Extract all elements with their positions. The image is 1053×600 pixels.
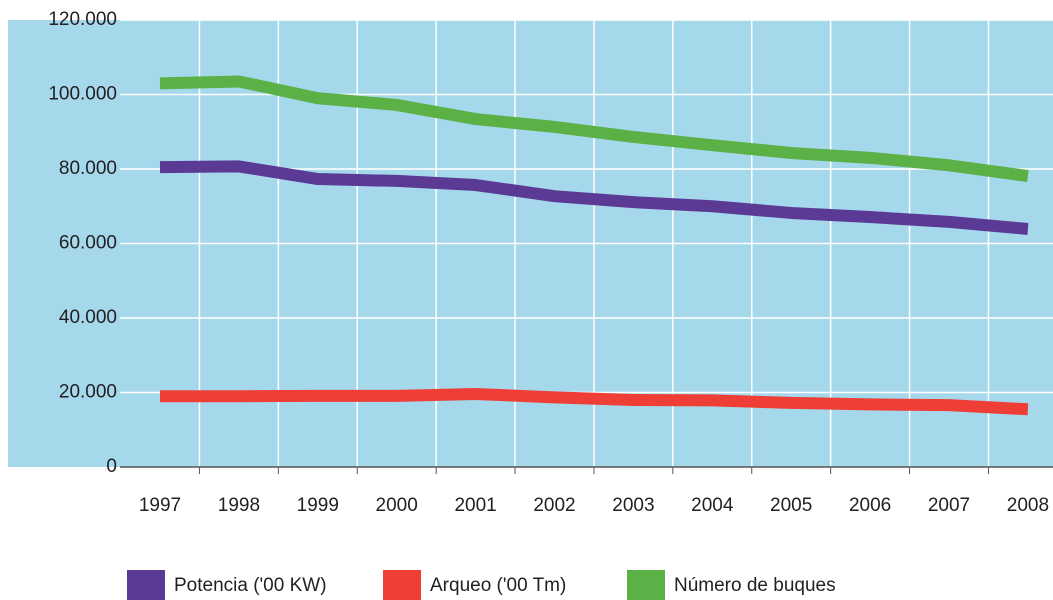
x-tick-label: 1998 <box>218 495 260 516</box>
y-tick-label: 120.000 <box>48 9 117 30</box>
x-tick-label: 2005 <box>770 495 812 516</box>
x-tick-label: 2006 <box>849 495 891 516</box>
x-tick-label: 1997 <box>139 495 181 516</box>
x-tick-label: 1999 <box>297 495 339 516</box>
series-line <box>159 160 1029 235</box>
legend-swatch <box>127 570 165 600</box>
x-tick-label: 2003 <box>612 495 654 516</box>
x-tick-label: 2007 <box>928 495 970 516</box>
x-tick-label: 2002 <box>533 495 575 516</box>
y-tick-label: 20.000 <box>59 382 117 403</box>
y-tick-label: 0 <box>106 456 117 477</box>
x-tick-label: 2001 <box>454 495 496 516</box>
y-tick-label: 100.000 <box>48 84 117 105</box>
series-line <box>159 75 1029 183</box>
y-tick-label: 80.000 <box>59 158 117 179</box>
x-tick-label: 2000 <box>376 495 418 516</box>
series-line <box>160 387 1029 416</box>
x-tick-label: 2008 <box>1007 495 1049 516</box>
y-tick-label: 60.000 <box>59 233 117 254</box>
legend-swatch <box>627 570 665 600</box>
legend-label: Potencia ('00 KW) <box>174 575 327 596</box>
x-tick-label: 2004 <box>691 495 734 516</box>
legend-swatch <box>383 570 421 600</box>
legend-label: Número de buques <box>674 575 836 596</box>
legend-label: Arqueo ('00 Tm) <box>430 575 566 596</box>
y-tick-label: 40.000 <box>59 307 117 328</box>
